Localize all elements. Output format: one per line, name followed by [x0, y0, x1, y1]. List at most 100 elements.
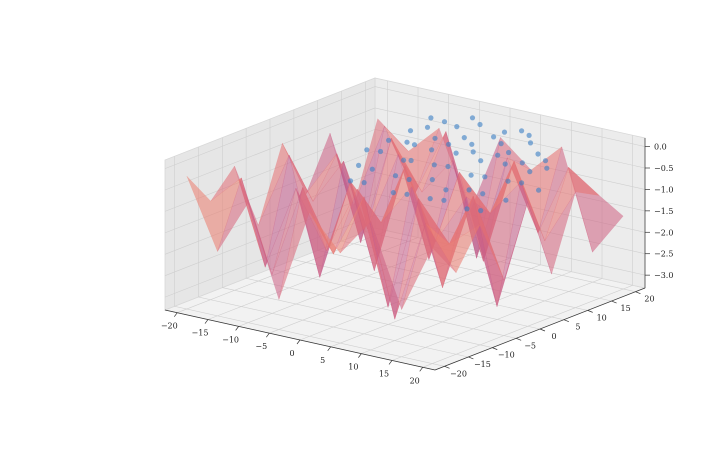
y-tick-mark: [563, 319, 569, 323]
scatter-point: [482, 174, 488, 180]
scatter-point: [377, 148, 384, 155]
scatter-point: [445, 163, 451, 170]
y-tick-label: 10: [597, 313, 607, 322]
scatter-point: [446, 141, 452, 147]
scatter-point: [386, 137, 392, 143]
z-tick-label: −2.5: [654, 250, 673, 259]
grid-line-x: [422, 135, 634, 368]
scatter-point: [404, 191, 410, 197]
scatter-point: [498, 141, 504, 147]
scatter-point: [519, 160, 525, 166]
scatter-point: [503, 197, 509, 203]
scatter-point: [535, 151, 541, 157]
z-tick-label: 0.0: [654, 143, 667, 152]
scatter-point: [480, 191, 486, 197]
x-tick-label: 20: [410, 376, 420, 385]
scatter-point: [464, 206, 470, 212]
scatter-point: [443, 187, 449, 193]
y-tick-mark: [444, 365, 450, 369]
y-tick-mark: [539, 328, 546, 332]
grid-line-y: [174, 156, 445, 367]
x-tick-mark: [388, 360, 393, 365]
x-tick-mark: [358, 353, 362, 358]
scatter-point: [470, 149, 476, 155]
x-tick-mark: [419, 367, 424, 372]
scatter-point: [429, 147, 435, 153]
scatter-point: [369, 166, 375, 172]
scatter-point: [356, 162, 362, 168]
scatter-point: [441, 119, 448, 125]
scatter-point: [501, 129, 508, 135]
scatter-point: [478, 158, 484, 164]
x-tick-label: −20: [161, 322, 178, 331]
grid-line-y: [293, 109, 564, 320]
surface-face: [520, 181, 576, 275]
z-tick-label: −2.0: [654, 228, 673, 237]
scatter-point: [406, 176, 412, 183]
scatter-point: [431, 162, 437, 168]
x-tick-label: −10: [222, 335, 239, 344]
x-tick-label: −5: [255, 342, 267, 351]
y-tick-mark: [516, 337, 522, 341]
scatter-point: [477, 121, 483, 128]
x-tick-label: 10: [348, 363, 358, 372]
scatter-point: [461, 135, 467, 141]
scatter-point: [519, 128, 525, 134]
grid-line-y: [245, 128, 517, 339]
scatter-point: [478, 208, 484, 214]
scatter-point: [527, 169, 533, 175]
y-tick-label: −15: [474, 360, 491, 369]
x-tick-label: 0: [289, 349, 294, 358]
surface-face: [401, 222, 457, 310]
y-tick-mark: [468, 356, 474, 360]
y-tick-label: 20: [644, 295, 654, 304]
scatter-point: [469, 141, 475, 147]
scatter-point: [542, 158, 549, 164]
x-tick-mark: [296, 339, 301, 345]
scatter-series: [347, 115, 550, 214]
scatter-point: [390, 190, 396, 196]
scatter-point: [401, 157, 407, 163]
grid-line-x: [391, 128, 603, 361]
scatter-point: [527, 140, 534, 146]
z-tick-label: −3.0: [654, 271, 673, 280]
scatter-point: [347, 178, 354, 184]
scatter-point: [526, 132, 532, 138]
scatter-point: [392, 173, 399, 179]
y-tick-mark: [492, 347, 498, 350]
y-tick-label: −20: [450, 369, 467, 378]
scatter-point: [491, 134, 497, 140]
y-axis-ticks: −20 −15 −10 −5 0 5 10 15 20: [444, 291, 655, 378]
scatter-point: [361, 180, 367, 186]
scatter-point: [424, 124, 431, 130]
scatter-point: [427, 196, 433, 202]
scatter-point: [407, 128, 414, 134]
x-tick-mark: [327, 346, 331, 352]
scatter-point: [429, 177, 435, 183]
x-tick-mark: [266, 332, 270, 338]
scatter-point: [495, 152, 501, 158]
scatter-point: [502, 161, 508, 167]
grid-line-x: [269, 101, 480, 334]
scatter-point: [453, 150, 459, 156]
x-axis-ticks: −20 −15 −10 −5 0 5 10 15 20: [161, 312, 424, 385]
scatter-point: [411, 142, 418, 148]
y-tick-label: −5: [524, 341, 536, 350]
scatter-point: [536, 187, 542, 193]
scatter-point: [364, 147, 370, 153]
z-tick-label: −0.5: [654, 164, 673, 173]
scatter-point: [432, 135, 438, 141]
y-tick-mark: [635, 291, 641, 295]
y-tick-mark: [611, 300, 617, 304]
x-tick-mark: [204, 319, 209, 324]
x-tick-label: 15: [379, 370, 389, 379]
scatter-point: [469, 115, 476, 121]
y-tick-mark: [587, 310, 593, 313]
z-tick-label: −1.0: [654, 185, 673, 194]
grid-line-z: [164, 107, 646, 191]
z-tick-label: −1.5: [654, 207, 673, 216]
scatter-point: [506, 149, 512, 156]
x-tick-mark: [173, 312, 178, 317]
y-tick-label: 15: [621, 304, 631, 313]
